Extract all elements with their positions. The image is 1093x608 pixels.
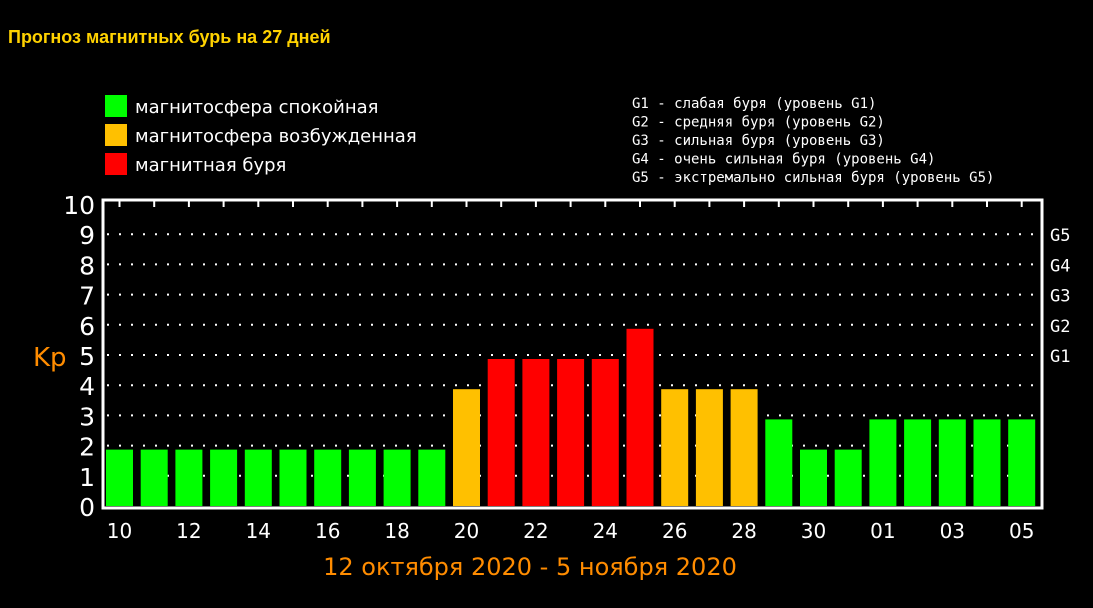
y-tick-label: 3 (79, 402, 95, 431)
legend-swatch (105, 124, 127, 146)
y-tick-label: 6 (79, 312, 95, 341)
y-tick-label: 10 (63, 191, 95, 220)
bar (800, 449, 827, 506)
y-tick-label: 2 (79, 433, 95, 462)
bar (869, 419, 897, 506)
legend-swatch (105, 95, 127, 117)
plot-frame (101, 198, 1044, 510)
bar (418, 449, 446, 506)
right-axis-label: G3 (1050, 287, 1070, 307)
x-tick-label: 12 (176, 519, 201, 543)
storm-level-label: G1 - слабая буря (уровень G1) (632, 96, 876, 112)
legend-label: магнитосфера спокойная (135, 97, 378, 118)
x-tick-label: 24 (593, 519, 618, 543)
y-tick-label: 9 (79, 221, 95, 250)
x-tick-label: 30 (801, 519, 826, 543)
bar (279, 449, 307, 506)
bar (730, 389, 758, 506)
legend-label: магнитная буря (135, 155, 286, 176)
x-tick-label: 28 (731, 519, 756, 543)
bar (175, 449, 203, 506)
storm-level-label: G3 - сильная буря (уровень G3) (632, 133, 885, 149)
bar (938, 419, 966, 506)
bar (244, 449, 272, 506)
storm-level-label: G5 - экстремально сильная буря (уровень … (632, 170, 994, 186)
bar (314, 449, 342, 506)
x-tick-label: 22 (523, 519, 548, 543)
x-tick-label: 01 (870, 519, 895, 543)
bar (765, 419, 793, 506)
bar (522, 359, 550, 506)
bar (557, 359, 585, 506)
y-tick-label: 4 (79, 372, 95, 401)
storm-level-label: G4 - очень сильная буря (уровень G4) (632, 152, 935, 168)
bar (453, 389, 480, 506)
bar (210, 449, 238, 506)
x-tick-label: 16 (315, 519, 340, 543)
legend-label: магнитосфера возбужденная (135, 126, 417, 147)
bar (348, 449, 376, 506)
x-tick-label: 20 (454, 519, 479, 543)
page-title: Прогноз магнитных бурь на 27 дней (8, 27, 331, 47)
bar (140, 449, 168, 506)
storm-level-label: G2 - средняя буря (уровень G2) (632, 115, 885, 131)
y-tick-label: 5 (79, 342, 95, 371)
x-tick-label: 05 (1009, 519, 1034, 543)
bar (1008, 419, 1036, 506)
x-tick-label: 14 (246, 519, 271, 543)
bar (661, 389, 689, 506)
right-axis-label: G4 (1050, 256, 1070, 276)
y-tick-label: 8 (79, 251, 95, 280)
y-tick-label: 1 (79, 463, 95, 492)
bar (106, 449, 133, 506)
x-axis-label: 12 октября 2020 - 5 ноября 2020 (323, 553, 737, 581)
bar (383, 449, 411, 506)
bar (591, 359, 619, 506)
bar (695, 389, 723, 506)
bar (973, 419, 1001, 506)
bar (904, 419, 932, 506)
x-tick-label: 18 (384, 519, 409, 543)
x-tick-label: 10 (107, 519, 132, 543)
right-axis-label: G1 (1050, 347, 1070, 367)
x-tick-label: 03 (940, 519, 965, 543)
right-axis-label: G2 (1050, 317, 1070, 337)
y-tick-label: 0 (79, 493, 95, 522)
bar (834, 449, 862, 506)
y-tick-label: 7 (79, 282, 95, 311)
y-axis-label: Kp (33, 343, 67, 373)
bar (487, 359, 515, 506)
x-tick-label: 26 (662, 519, 687, 543)
bar (626, 328, 654, 506)
legend-swatch (105, 153, 127, 175)
right-axis-label: G5 (1050, 226, 1070, 246)
